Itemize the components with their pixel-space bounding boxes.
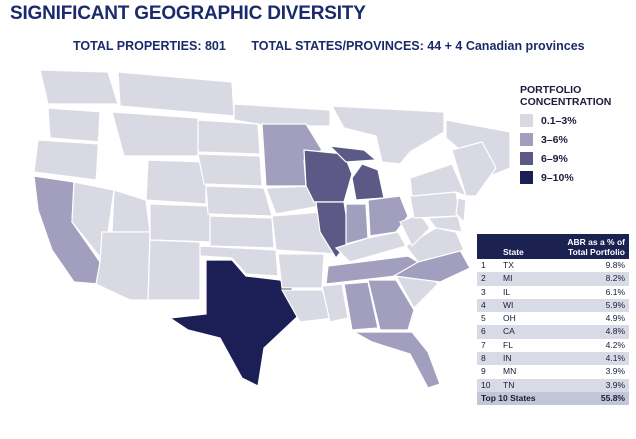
- header-abr: ABR as a % of Total Portfolio: [552, 234, 629, 259]
- state-mt: [111, 111, 199, 157]
- us-canada-map: [33, 69, 511, 389]
- canada-region-central: [117, 71, 235, 117]
- legend-swatch-top: [520, 171, 533, 184]
- page-title: SIGNIFICANT GEOGRAPHIC DIVERSITY: [10, 3, 366, 24]
- state-oh: [367, 195, 409, 237]
- state-ky: [334, 231, 407, 263]
- legend-swatch-high: [520, 152, 533, 165]
- state-ar: [277, 253, 325, 289]
- table-row: 2 MI 8.2%: [477, 272, 629, 286]
- table-row: 3 IL 6.1%: [481, 286, 625, 297]
- state-wa: [47, 107, 105, 143]
- state-sd: [197, 153, 263, 187]
- table-row: 5 OH 4.9%: [481, 313, 625, 324]
- state-md: [426, 215, 463, 233]
- legend-item-high: 6–9%: [520, 152, 630, 165]
- state-ut: [111, 189, 151, 233]
- header-state: State: [499, 234, 552, 259]
- legend-label-low: 0.1–3%: [541, 114, 577, 127]
- canada-region-east: [233, 103, 331, 127]
- total-states: TOTAL STATES/PROVINCES: 44 + 4 Canadian …: [251, 39, 585, 53]
- state-az: [95, 231, 151, 301]
- state-mi-upper: [328, 145, 378, 163]
- state-nc: [392, 249, 471, 283]
- state-ga: [367, 279, 415, 331]
- state-wy: [145, 159, 207, 205]
- state-or: [33, 139, 101, 181]
- table-row: 1 TX 9.8%: [481, 260, 625, 270]
- legend-item-low: 0.1–3%: [520, 114, 630, 127]
- state-al: [343, 281, 379, 331]
- state-fl: [351, 331, 441, 389]
- table-row: 6 CA 4.8%: [477, 325, 629, 339]
- abr-table: State ABR as a % of Total Portfolio 1 TX 9…: [477, 234, 629, 406]
- abr-table-header: State ABR as a % of Total Portfolio: [477, 234, 629, 259]
- state-mi: [351, 163, 385, 201]
- state-ne: [205, 185, 273, 217]
- legend-item-mid: 3–6%: [520, 133, 630, 146]
- state-ms: [321, 283, 349, 323]
- state-co: [149, 203, 211, 243]
- state-ks: [209, 215, 275, 249]
- state-nm: [147, 239, 201, 301]
- legend-label-high: 6–9%: [541, 152, 568, 165]
- canada-ontario: [330, 105, 445, 165]
- state-ny: [409, 163, 468, 198]
- total-properties: TOTAL PROPERTIES: 801: [73, 39, 226, 53]
- state-va: [405, 227, 465, 263]
- state-in: [345, 203, 369, 245]
- table-row: 8 IN 4.1%: [477, 352, 629, 366]
- state-tx: [168, 259, 299, 387]
- state-new-england: [451, 141, 497, 197]
- table-total-row: Top 10 States 55.8%: [477, 391, 629, 406]
- table-row: 7 FL 4.2%: [481, 339, 625, 350]
- legend-swatch-low: [520, 114, 533, 127]
- portfolio-legend: PORTFOLIO CONCENTRATION 0.1–3% 3–6% 6–9%…: [520, 84, 630, 184]
- legend-item-top: 9–10%: [520, 171, 630, 184]
- legend-label-top: 9–10%: [541, 171, 574, 184]
- table-row: 10 TN 3.9%: [477, 378, 629, 392]
- legend-label-mid: 3–6%: [541, 133, 568, 146]
- total-value: 55.8%: [552, 391, 629, 406]
- total-label: Top 10 States: [477, 391, 552, 406]
- legend-title: PORTFOLIO CONCENTRATION: [520, 84, 612, 108]
- state-nd: [197, 119, 261, 155]
- legend-swatch-mid: [520, 133, 533, 146]
- table-row: 4 WI 5.9%: [477, 298, 629, 313]
- table-row: 9 MN 3.9%: [481, 366, 625, 377]
- portfolio-stats: TOTAL PROPERTIES: 801 TOTAL STATES/PROVI…: [73, 39, 607, 53]
- canada-region-west: [39, 69, 119, 105]
